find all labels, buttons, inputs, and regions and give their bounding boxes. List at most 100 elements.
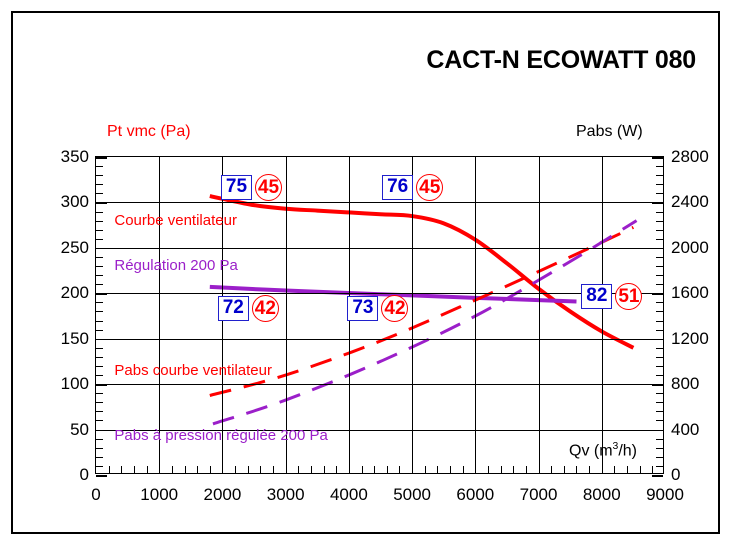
y-minor-tick-right — [656, 402, 663, 404]
annotation-pabs-pression-regulee: Pabs à pression régulée 200 Pa — [114, 426, 328, 444]
x-minor-tick — [298, 466, 300, 473]
y-minor-tick-left — [96, 266, 103, 268]
x-minor-tick — [374, 466, 376, 473]
y-tick-label-left: 150 — [60, 328, 89, 348]
chart-frame: CACT-N ECOWATT 080 Pt vmc (Pa) Pabs (W) … — [11, 11, 720, 534]
y-minor-tick-right — [656, 193, 663, 195]
x-axis-title-suffix: /h) — [618, 442, 637, 460]
badge-72-42: 72 42 — [217, 294, 279, 322]
x-minor-tick — [551, 466, 553, 473]
y-minor-tick-right — [656, 411, 663, 413]
y-major-tick-right — [652, 202, 663, 204]
y-major-tick-left — [96, 293, 107, 295]
gridline-horizontal — [96, 247, 663, 249]
plot-area: 0 1000 2000 3000 4000 5000 6000 7000 8000 9000 0 50… — [61, 147, 709, 504]
gridline-horizontal — [96, 429, 663, 431]
y-minor-tick-right — [656, 166, 663, 168]
x-minor-tick — [450, 466, 452, 473]
y-minor-tick-left — [96, 365, 103, 367]
badge-76-45: 76 45 — [382, 173, 444, 201]
annotation-pabs-courbe-ventilateur: Pabs courbe ventilateur — [114, 362, 272, 380]
y-minor-tick-right — [656, 256, 663, 258]
badge-circle-value: 51 — [615, 282, 643, 310]
x-minor-tick — [361, 466, 363, 473]
gridline-vertical — [475, 157, 477, 473]
y-minor-tick-left — [96, 229, 103, 231]
y-minor-tick-right — [656, 347, 663, 349]
x-minor-tick — [184, 466, 186, 473]
x-minor-tick — [247, 466, 249, 473]
badge-75-45: 75 45 — [220, 173, 283, 201]
y-major-tick-left — [96, 384, 107, 386]
y-minor-tick-left — [96, 438, 103, 440]
y-tick-label-right: 2000 — [671, 237, 709, 257]
x-axis-title-exponent: 3 — [612, 441, 619, 452]
gridline-vertical — [601, 157, 603, 473]
page-title: CACT-N ECOWATT 080 — [426, 46, 696, 74]
x-minor-tick — [614, 466, 616, 473]
x-minor-tick — [336, 466, 338, 473]
y-minor-tick-right — [656, 229, 663, 231]
y-minor-tick-left — [96, 184, 103, 186]
y-tick-label-right: 2800 — [671, 147, 709, 166]
badge-square-value: 76 — [382, 174, 414, 201]
y-minor-tick-right — [656, 184, 663, 186]
y-minor-tick-right — [656, 356, 663, 358]
y-tick-label-left: 250 — [60, 237, 89, 257]
x-minor-tick — [260, 466, 262, 473]
y-major-tick-right — [652, 293, 663, 295]
y-minor-tick-right — [656, 420, 663, 422]
badge-square-value: 75 — [220, 174, 253, 201]
y-major-tick-left — [96, 247, 107, 250]
y-minor-tick-left — [96, 356, 103, 358]
x-minor-tick — [310, 466, 312, 473]
x-minor-tick — [462, 466, 464, 473]
y-minor-tick-left — [96, 456, 103, 458]
y-major-tick-left — [96, 202, 107, 204]
y-minor-tick-right — [656, 438, 663, 440]
y-minor-tick-right — [656, 220, 663, 222]
y-minor-tick-left — [96, 447, 103, 449]
y-major-tick-right — [652, 384, 663, 386]
x-tick-label: 7000 — [519, 485, 558, 504]
x-minor-tick — [500, 466, 502, 473]
y-minor-tick-right — [656, 275, 663, 277]
y-minor-tick-right — [656, 238, 663, 240]
y-minor-tick-left — [96, 256, 103, 258]
y-major-tick-left — [96, 157, 107, 159]
x-minor-tick — [576, 466, 578, 473]
y-minor-tick-right — [656, 302, 663, 304]
y-minor-tick-right — [656, 175, 663, 177]
y-minor-tick-left — [96, 311, 103, 313]
y-major-tick-left — [96, 475, 107, 477]
y-minor-tick-left — [96, 411, 103, 413]
y-minor-tick-right — [656, 266, 663, 268]
y-tick-label-left: 0 — [79, 465, 89, 484]
y-minor-tick-left — [96, 465, 103, 467]
y-minor-tick-left — [96, 402, 103, 404]
x-minor-tick — [437, 466, 439, 473]
x-minor-tick — [235, 466, 237, 473]
badge-circle-value: 42 — [251, 294, 279, 322]
y-major-tick-right — [652, 475, 663, 477]
x-minor-tick — [627, 466, 629, 473]
badge-circle-value: 45 — [416, 173, 444, 201]
annotation-regulation-200pa: Régulation 200 Pa — [114, 256, 238, 274]
x-minor-tick — [171, 466, 173, 473]
y-tick-label-right: 1200 — [671, 328, 709, 348]
x-minor-tick — [108, 466, 110, 473]
x-tick-label: 3000 — [266, 485, 305, 504]
gridline-horizontal — [96, 202, 663, 204]
y-major-tick-right — [652, 338, 663, 341]
badge-square-value: 82 — [581, 283, 613, 310]
x-minor-tick — [133, 466, 135, 473]
y-minor-tick-right — [656, 393, 663, 395]
gridline-vertical — [285, 157, 287, 473]
gridline-vertical — [159, 157, 161, 473]
y-tick-label-left: 100 — [60, 374, 89, 394]
x-minor-tick — [639, 466, 641, 473]
y-minor-tick-right — [656, 284, 663, 286]
annotation-courbe-ventilateur: Courbe ventilateur — [114, 212, 237, 230]
y-tick-label-right: 2400 — [671, 192, 709, 212]
